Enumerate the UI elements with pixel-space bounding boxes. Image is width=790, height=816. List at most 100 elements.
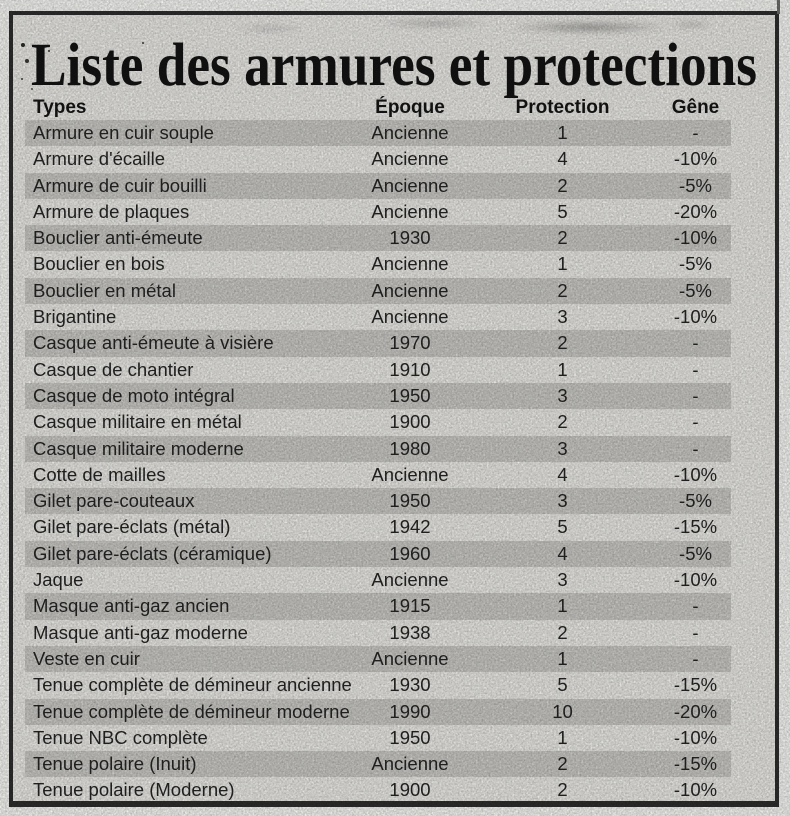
cell-type: Bouclier en bois — [33, 253, 165, 275]
cell-type: Tenue polaire (Moderne) — [33, 779, 235, 801]
cell-protection: 10 — [552, 700, 573, 722]
cell-epoque: 1942 — [389, 516, 431, 538]
table-row: Armure de plaques Ancienne 5 -20% — [25, 199, 731, 225]
cell-epoque: Ancienne — [371, 753, 449, 775]
cell-gene: -5% — [679, 542, 712, 564]
cell-protection: 3 — [557, 437, 568, 459]
cell-gene: -5% — [679, 490, 712, 512]
cell-type: Armure de cuir bouilli — [33, 174, 207, 196]
armor-table: Types Époque Protection Gêne Armure en c… — [25, 96, 731, 804]
table-row: Gilet pare-éclats (céramique) 1960 4 -5% — [25, 540, 731, 568]
cell-gene: -10% — [673, 463, 718, 485]
table-row: Masque anti-gaz moderne 1938 2 - — [25, 620, 731, 646]
cell-type: Cotte de mailles — [33, 463, 166, 485]
table-row: Jaque Ancienne 3 -10% — [25, 567, 731, 593]
table-frame: Liste des armures et protections Types É… — [9, 11, 779, 807]
cell-type: Casque militaire moderne — [33, 437, 244, 459]
cell-gene: -5% — [679, 279, 712, 301]
cell-epoque: Ancienne — [371, 122, 449, 143]
cell-type: Armure en cuir souple — [33, 122, 214, 143]
title-svg: Liste des armures et protections — [31, 32, 757, 99]
table-row: Casque militaire moderne 1980 3 - — [25, 435, 731, 462]
cell-gene: -10% — [673, 569, 718, 591]
cell-protection: 2 — [557, 174, 568, 196]
cell-protection: 4 — [557, 463, 568, 485]
cell-type: Brigantine — [33, 306, 117, 328]
cell-epoque: 1980 — [389, 437, 431, 459]
cell-epoque: 1970 — [389, 332, 431, 354]
table-row: Bouclier anti-émeute 1930 2 -10% — [25, 225, 731, 252]
cell-type: Bouclier anti-émeute — [33, 227, 203, 249]
column-header-protection: Protection — [515, 97, 610, 118]
cell-epoque: 1950 — [389, 384, 431, 406]
table-row: Tenue polaire (Moderne) 1900 2 -10% — [25, 777, 731, 803]
cell-type: Jaque — [33, 569, 84, 591]
cell-gene: - — [692, 122, 699, 143]
cell-protection: 1 — [557, 358, 568, 380]
cell-protection: 1 — [557, 595, 568, 617]
cell-protection: 3 — [557, 490, 568, 512]
table-row: Cotte de mailles Ancienne 4 -10% — [25, 462, 731, 488]
cell-protection: 3 — [557, 306, 568, 328]
cell-type: Gilet pare-éclats (céramique) — [33, 542, 272, 564]
table-row: Tenue complète de démineur moderne 1990 … — [25, 698, 731, 725]
table-row: Tenue NBC complète 1950 1 -10% — [25, 725, 731, 751]
cell-gene: -20% — [673, 200, 718, 222]
cell-gene: - — [692, 595, 699, 617]
column-header-gene: Gêne — [671, 97, 720, 118]
cell-gene: -15% — [673, 753, 718, 775]
cell-gene: -15% — [673, 674, 718, 696]
table-row: Armure de cuir bouilli Ancienne 2 -5% — [25, 172, 731, 199]
cell-epoque: 1990 — [389, 700, 431, 722]
cell-type: Tenue complète de démineur ancienne — [33, 674, 352, 696]
cell-epoque: Ancienne — [371, 569, 449, 591]
cell-type: Casque anti-émeute à visière — [33, 332, 274, 354]
cell-epoque: Ancienne — [371, 647, 449, 669]
cell-epoque: 1930 — [389, 227, 431, 249]
cell-type: Armure d'écaille — [33, 148, 166, 170]
column-header-types: Types — [33, 97, 87, 118]
cell-epoque: Ancienne — [371, 279, 449, 301]
table-row: Masque anti-gaz ancien 1915 1 - — [25, 593, 731, 620]
cell-gene: -10% — [673, 148, 718, 170]
cell-type: Armure de plaques — [33, 200, 190, 222]
table-header: Types Époque Protection Gêne — [25, 96, 731, 120]
cell-gene: - — [692, 647, 699, 669]
cell-epoque: 1930 — [389, 674, 431, 696]
table-row: Tenue complète de démineur ancienne 1930… — [25, 672, 731, 698]
table-row: Armure en cuir souple Ancienne 1 - — [25, 120, 731, 147]
cell-epoque: Ancienne — [371, 306, 449, 328]
cell-gene: -10% — [673, 779, 718, 801]
cell-gene: -10% — [673, 726, 718, 748]
page-title: Liste des armures et protections — [29, 32, 765, 104]
cell-type: Casque de chantier — [33, 358, 194, 380]
cell-protection: 2 — [557, 227, 568, 249]
cell-gene: -10% — [673, 227, 718, 249]
cell-protection: 2 — [557, 621, 568, 643]
cell-epoque: 1900 — [389, 411, 431, 433]
cell-protection: 3 — [557, 384, 568, 406]
cell-protection: 1 — [557, 122, 568, 143]
cell-type: Tenue NBC complète — [33, 726, 208, 748]
table-row: Bouclier en bois Ancienne 1 -5% — [25, 251, 731, 277]
cell-epoque: Ancienne — [371, 463, 449, 485]
table-row: Gilet pare-éclats (métal) 1942 5 -15% — [25, 514, 731, 540]
cell-gene: -20% — [673, 700, 718, 722]
table-row: Gilet pare-couteaux 1950 3 -5% — [25, 488, 731, 515]
cell-type: Veste en cuir — [33, 647, 140, 669]
cell-gene: - — [692, 332, 699, 354]
cell-type: Gilet pare-éclats (métal) — [33, 516, 231, 538]
table-row: Veste en cuir Ancienne 1 - — [25, 645, 731, 673]
cell-protection: 5 — [557, 674, 568, 696]
table-row: Brigantine Ancienne 3 -10% — [25, 304, 731, 330]
table-row: Casque militaire en métal 1900 2 - — [25, 409, 731, 435]
cell-gene: - — [692, 358, 699, 380]
cell-protection: 1 — [557, 726, 568, 748]
cell-type: Gilet pare-couteaux — [33, 490, 195, 512]
cell-type: Tenue polaire (Inuit) — [33, 753, 197, 775]
cell-protection: 2 — [557, 411, 568, 433]
cell-epoque: Ancienne — [371, 174, 449, 196]
cell-protection: 2 — [557, 279, 568, 301]
cell-protection: 5 — [557, 200, 568, 222]
